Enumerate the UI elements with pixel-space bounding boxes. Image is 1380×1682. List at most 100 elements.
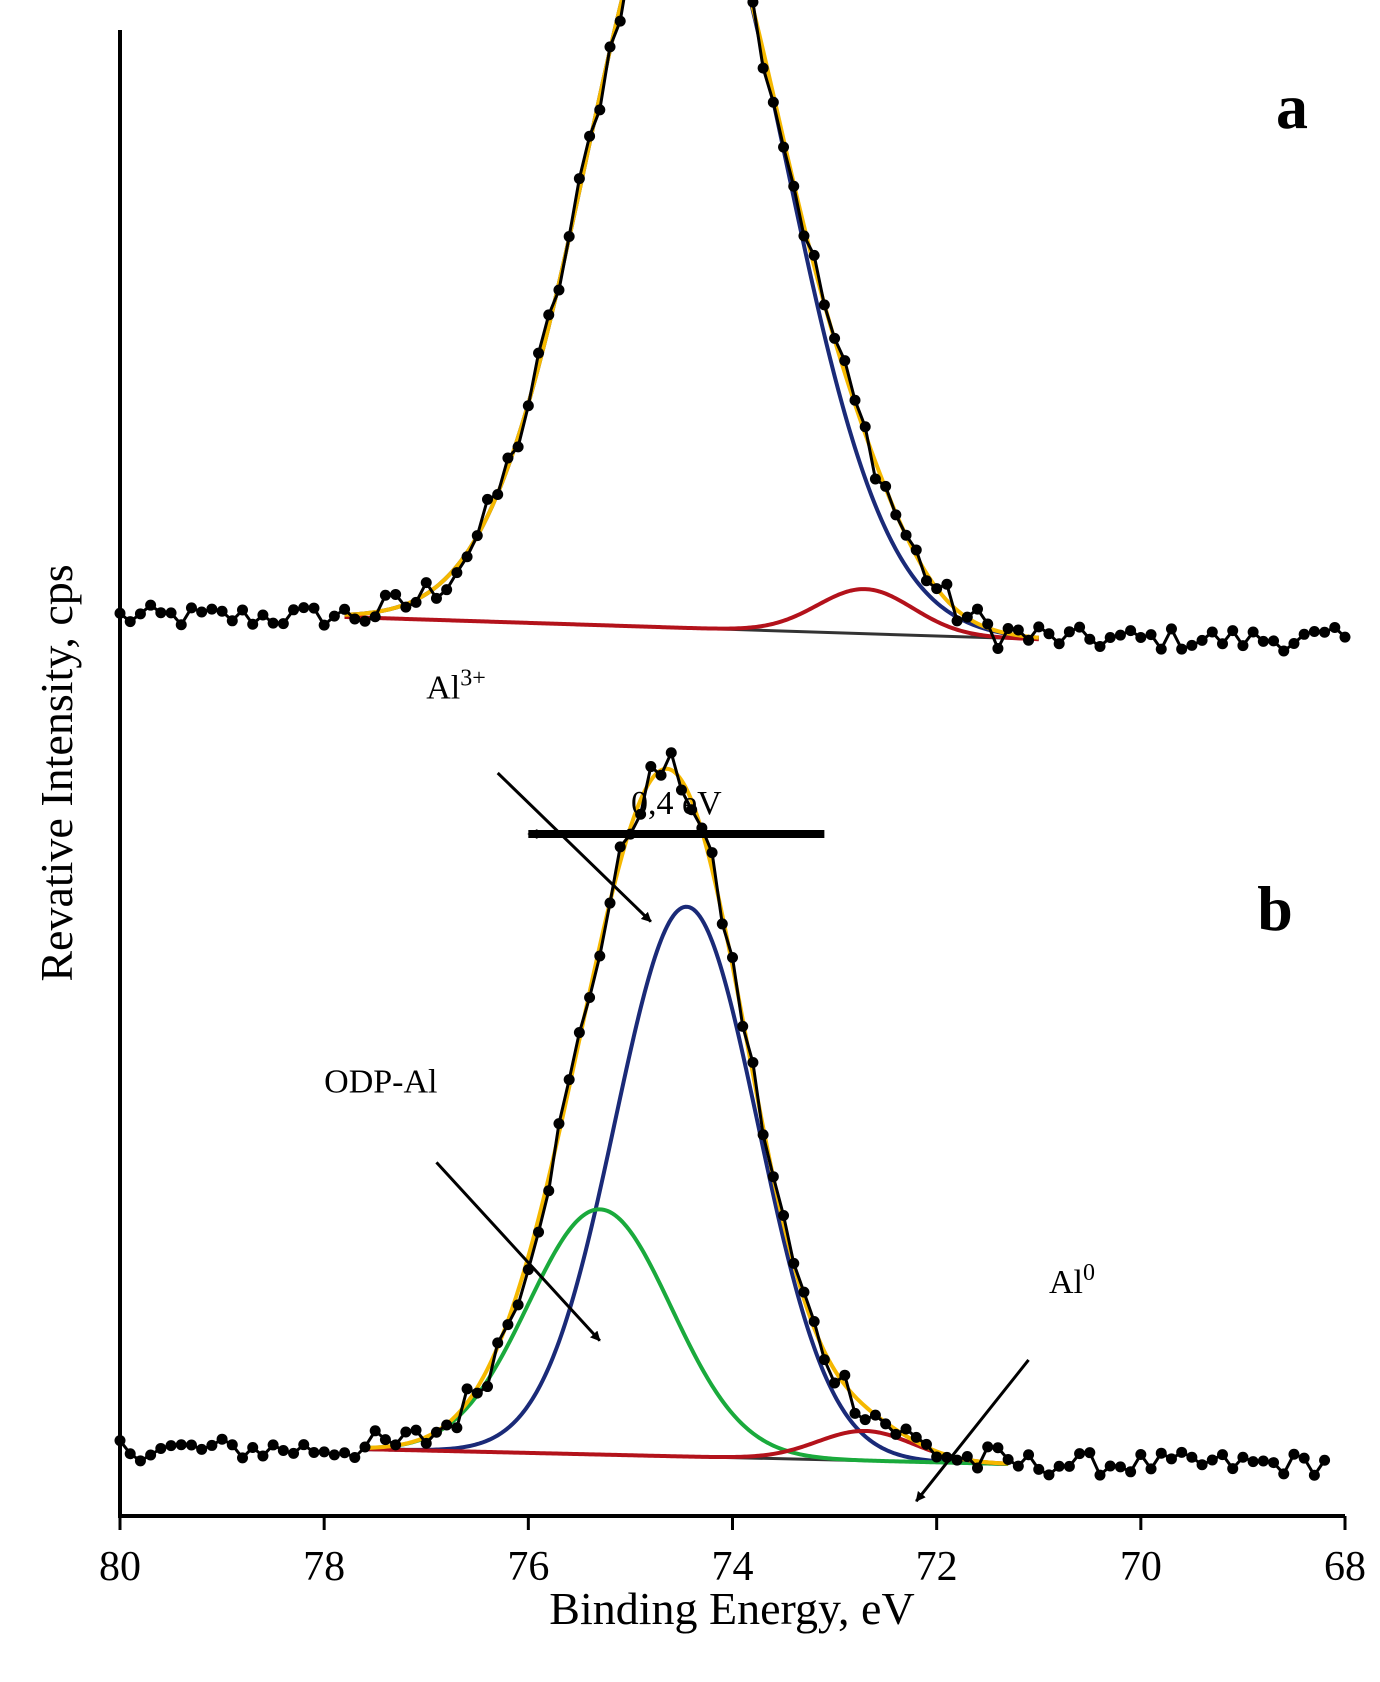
data-point bbox=[1308, 626, 1320, 637]
data-point bbox=[451, 1422, 463, 1434]
data-point bbox=[920, 1438, 932, 1450]
data-point bbox=[880, 480, 892, 492]
data-point bbox=[328, 1449, 340, 1461]
data-point bbox=[1217, 638, 1228, 650]
data-point bbox=[512, 441, 524, 453]
data-point bbox=[124, 616, 136, 628]
data-point bbox=[1094, 640, 1106, 652]
data-point bbox=[267, 617, 279, 629]
data-point bbox=[277, 1444, 289, 1456]
data-point bbox=[237, 604, 248, 616]
x-tick-label: 70 bbox=[1120, 1544, 1162, 1590]
data-point bbox=[1237, 640, 1249, 652]
data-point bbox=[982, 618, 994, 630]
data-point bbox=[308, 1446, 320, 1458]
component-curve-al0 bbox=[344, 587, 1039, 642]
annotation-text: ODP-Al bbox=[324, 1063, 437, 1100]
data-point bbox=[767, 96, 779, 108]
data-point bbox=[482, 493, 493, 505]
x-tick-label: 80 bbox=[99, 1544, 141, 1590]
data-point bbox=[1165, 623, 1177, 635]
data-point bbox=[206, 1439, 218, 1451]
data-point bbox=[747, 0, 759, 8]
data-point bbox=[931, 1451, 943, 1463]
data-point bbox=[492, 489, 504, 501]
data-point bbox=[298, 1439, 310, 1451]
annotation-arrow bbox=[496, 771, 652, 923]
data-point bbox=[839, 1369, 851, 1381]
data-point bbox=[686, 804, 698, 816]
annotation-arrow bbox=[915, 1359, 1030, 1503]
data-point bbox=[379, 589, 391, 601]
data-point bbox=[798, 1286, 810, 1298]
data-trace bbox=[119, 0, 1347, 653]
data-point bbox=[584, 991, 596, 1003]
data-point bbox=[522, 400, 534, 412]
data-point bbox=[880, 1418, 892, 1430]
data-point bbox=[635, 808, 647, 820]
data-point bbox=[1023, 634, 1035, 646]
data-point bbox=[1268, 635, 1280, 647]
data-point bbox=[890, 1428, 902, 1440]
data-point bbox=[155, 1442, 167, 1454]
data-point bbox=[196, 606, 208, 618]
data-point bbox=[614, 15, 626, 27]
data-point bbox=[145, 1449, 157, 1461]
data-point bbox=[1165, 1453, 1177, 1465]
data-trace bbox=[118, 748, 1326, 1479]
data-point bbox=[1104, 632, 1116, 644]
data-point bbox=[247, 1441, 259, 1453]
y-axis-title: Revative Intensity, cps bbox=[31, 564, 82, 981]
data-point bbox=[951, 1454, 963, 1466]
data-point bbox=[1257, 635, 1269, 647]
data-point bbox=[257, 609, 269, 621]
data-point bbox=[441, 1419, 453, 1431]
data-point bbox=[767, 1171, 779, 1183]
data-point bbox=[675, 784, 687, 796]
data-point bbox=[277, 618, 289, 630]
data-point bbox=[502, 452, 514, 464]
x-tick-label: 76 bbox=[507, 1544, 549, 1590]
data-point bbox=[604, 41, 616, 53]
component-curve-al0 bbox=[364, 1428, 1009, 1466]
data-point bbox=[114, 1435, 126, 1447]
x-axis-title: Binding Energy, eV bbox=[549, 1583, 914, 1634]
data-point bbox=[1247, 626, 1259, 638]
data-point bbox=[1125, 1466, 1137, 1478]
data-point bbox=[869, 473, 881, 485]
data-point bbox=[175, 619, 187, 631]
data-point bbox=[1063, 626, 1075, 638]
data-point bbox=[134, 608, 146, 620]
data-point bbox=[941, 578, 953, 590]
data-point bbox=[869, 1409, 881, 1421]
envelope-curve bbox=[364, 766, 1009, 1466]
data-point bbox=[267, 1439, 279, 1451]
data-point bbox=[1298, 1452, 1310, 1464]
data-point bbox=[339, 603, 351, 615]
data-point bbox=[920, 575, 932, 587]
data-point bbox=[390, 588, 402, 600]
data-point bbox=[961, 611, 973, 623]
data-point bbox=[1155, 1447, 1167, 1459]
data-point bbox=[492, 1337, 504, 1349]
data-point bbox=[1023, 1449, 1035, 1461]
data-point bbox=[1319, 626, 1331, 638]
data-points bbox=[114, 747, 1331, 1481]
data-point bbox=[1135, 1449, 1147, 1461]
data-point bbox=[727, 952, 738, 963]
data-point bbox=[1319, 1454, 1331, 1466]
data-point bbox=[196, 1443, 208, 1455]
data-point bbox=[379, 1434, 391, 1446]
component-curve-odp-al bbox=[364, 1207, 1009, 1466]
data-point bbox=[1196, 1459, 1208, 1471]
data-point bbox=[359, 615, 371, 627]
x-tick-label: 78 bbox=[303, 1544, 345, 1590]
data-point bbox=[931, 583, 943, 595]
data-point bbox=[778, 1209, 790, 1221]
data-point bbox=[216, 605, 228, 617]
data-point bbox=[502, 1319, 514, 1331]
x-tick-label: 72 bbox=[916, 1544, 958, 1590]
data-point bbox=[1104, 1460, 1116, 1472]
shift-label: 0,4 eV bbox=[631, 785, 722, 822]
data-point bbox=[1094, 1469, 1106, 1481]
